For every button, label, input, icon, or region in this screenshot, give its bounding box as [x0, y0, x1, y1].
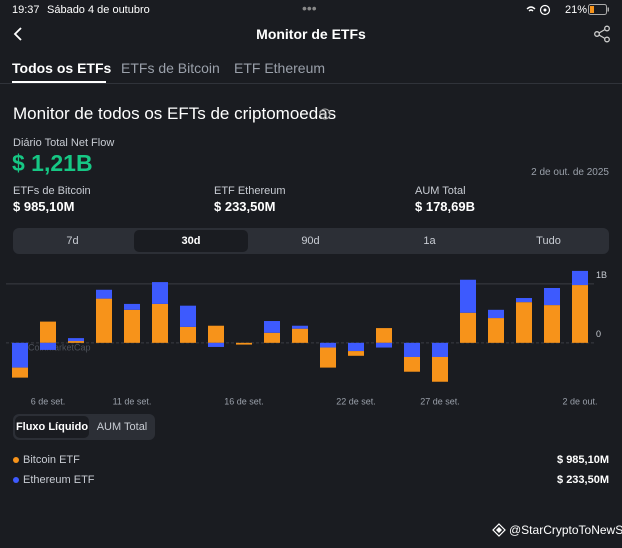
bar-segment	[544, 287, 560, 306]
bar-segment	[152, 303, 168, 343]
bar-segment	[348, 351, 364, 356]
tab-indicator	[12, 81, 106, 83]
range-option[interactable]: 1a	[423, 235, 436, 247]
bar-segment	[404, 356, 420, 372]
toggle-option[interactable]: Fluxo Líquido	[15, 416, 89, 438]
tab[interactable]: Todos os ETFs	[12, 60, 112, 76]
bar-segment	[292, 328, 308, 343]
bar-segment	[68, 341, 84, 343]
bar-segment	[460, 279, 476, 313]
x-tick-label: 27 de set.	[420, 396, 460, 406]
bar-segment	[404, 342, 420, 357]
bar-segment	[152, 282, 168, 304]
chart-watermark: CoinMarketCap	[28, 342, 91, 352]
legend-dot	[13, 457, 19, 463]
bar-segment	[96, 289, 112, 299]
back-button[interactable]	[12, 26, 26, 42]
legend-dot	[13, 477, 19, 483]
stat-value: $ 985,10M	[13, 199, 75, 214]
range-option[interactable]: 30d	[134, 230, 248, 252]
info-icon[interactable]	[319, 108, 331, 120]
battery-icon	[588, 4, 609, 15]
legend-value: $ 233,50M	[557, 474, 609, 486]
tab[interactable]: ETF Ethereum	[234, 60, 326, 76]
bar-segment	[516, 298, 532, 303]
bar-segment	[96, 298, 112, 343]
legend-label: Ethereum ETF	[23, 474, 95, 486]
bar-segment	[124, 309, 140, 343]
bar-segment	[348, 342, 364, 352]
x-tick-label: 22 de set.	[336, 396, 376, 406]
bar-segment	[12, 342, 28, 368]
toggle-option[interactable]: AUM Total	[96, 421, 148, 433]
bar-segment	[460, 312, 476, 343]
tab[interactable]: ETFs de Bitcoin	[121, 60, 220, 76]
bar-segment	[376, 328, 392, 343]
bar-segment	[432, 356, 448, 382]
bar-segment	[320, 347, 336, 368]
bar-segment	[320, 342, 336, 348]
bar-segment	[124, 303, 140, 310]
bar-segment	[572, 285, 588, 343]
share-button[interactable]	[593, 25, 611, 43]
bar-segment	[40, 342, 56, 350]
status-icons	[526, 4, 551, 16]
y-tick-label: 1B	[596, 270, 607, 280]
x-tick-label: 16 de set.	[224, 396, 264, 406]
bar-segment	[264, 321, 280, 333]
bar-segment	[516, 302, 532, 343]
chart-toggle: Fluxo Líquido AUM Total	[13, 414, 155, 440]
bar-segment	[12, 367, 28, 378]
x-tick-label: 2 de out.	[562, 396, 597, 406]
bar-segment	[488, 309, 504, 319]
bar-segment	[264, 332, 280, 343]
stat-value: $ 178,69B	[415, 199, 475, 214]
net-flow-value: $ 1,21B	[12, 150, 93, 176]
legend-value: $ 985,10M	[557, 454, 609, 466]
status-date: Sábado 4 de outubro	[47, 4, 150, 16]
stat-label: ETFs de Bitcoin	[13, 185, 91, 197]
stat-value: $ 233,50M	[214, 199, 276, 214]
net-flow-label: Diário Total Net Flow	[13, 137, 115, 149]
bar-segment	[180, 305, 196, 327]
bar-segment	[40, 321, 56, 343]
bar-segment	[208, 325, 224, 343]
bar-segment	[376, 342, 392, 348]
watermark-icon	[492, 523, 506, 537]
range-option[interactable]: Tudo	[536, 235, 561, 247]
stat-label: ETF Ethereum	[214, 185, 286, 197]
legend-label: Bitcoin ETF	[23, 454, 80, 466]
flow-chart: CoinMarketCap 1B 0 6 de set. 11 de set. 16 d…	[6, 270, 607, 406]
bar-segment	[208, 342, 224, 347]
header-title: Monitor de ETFs	[256, 26, 366, 42]
range-option[interactable]: 90d	[301, 235, 320, 247]
y-tick-label: 0	[596, 329, 601, 339]
tab-divider	[0, 83, 622, 84]
status-battery: 21%	[565, 4, 588, 16]
bar-segment	[544, 305, 560, 343]
status-dots: •••	[302, 0, 317, 16]
bar-segment	[292, 325, 308, 329]
range-option[interactable]: 7d	[66, 235, 79, 247]
section-title: Monitor de todos os EFTs de criptomoedas	[13, 104, 337, 123]
bar-segment	[488, 318, 504, 343]
x-tick-label: 6 de set.	[31, 396, 66, 406]
watermark: @StarCryptoToNewS	[509, 523, 622, 537]
bar-segment	[432, 342, 448, 357]
bar-segment	[572, 270, 588, 286]
status-time: 19:37	[12, 4, 40, 16]
stat-label: AUM Total	[415, 185, 466, 197]
bar-segment	[68, 338, 84, 342]
date-label: 2 de out. de 2025	[531, 167, 609, 178]
x-tick-label: 11 de set.	[113, 396, 152, 406]
bar-segment	[180, 326, 196, 343]
range-selector: 7d 30d 90d 1a Tudo	[13, 228, 609, 254]
bar-segment	[236, 342, 252, 345]
